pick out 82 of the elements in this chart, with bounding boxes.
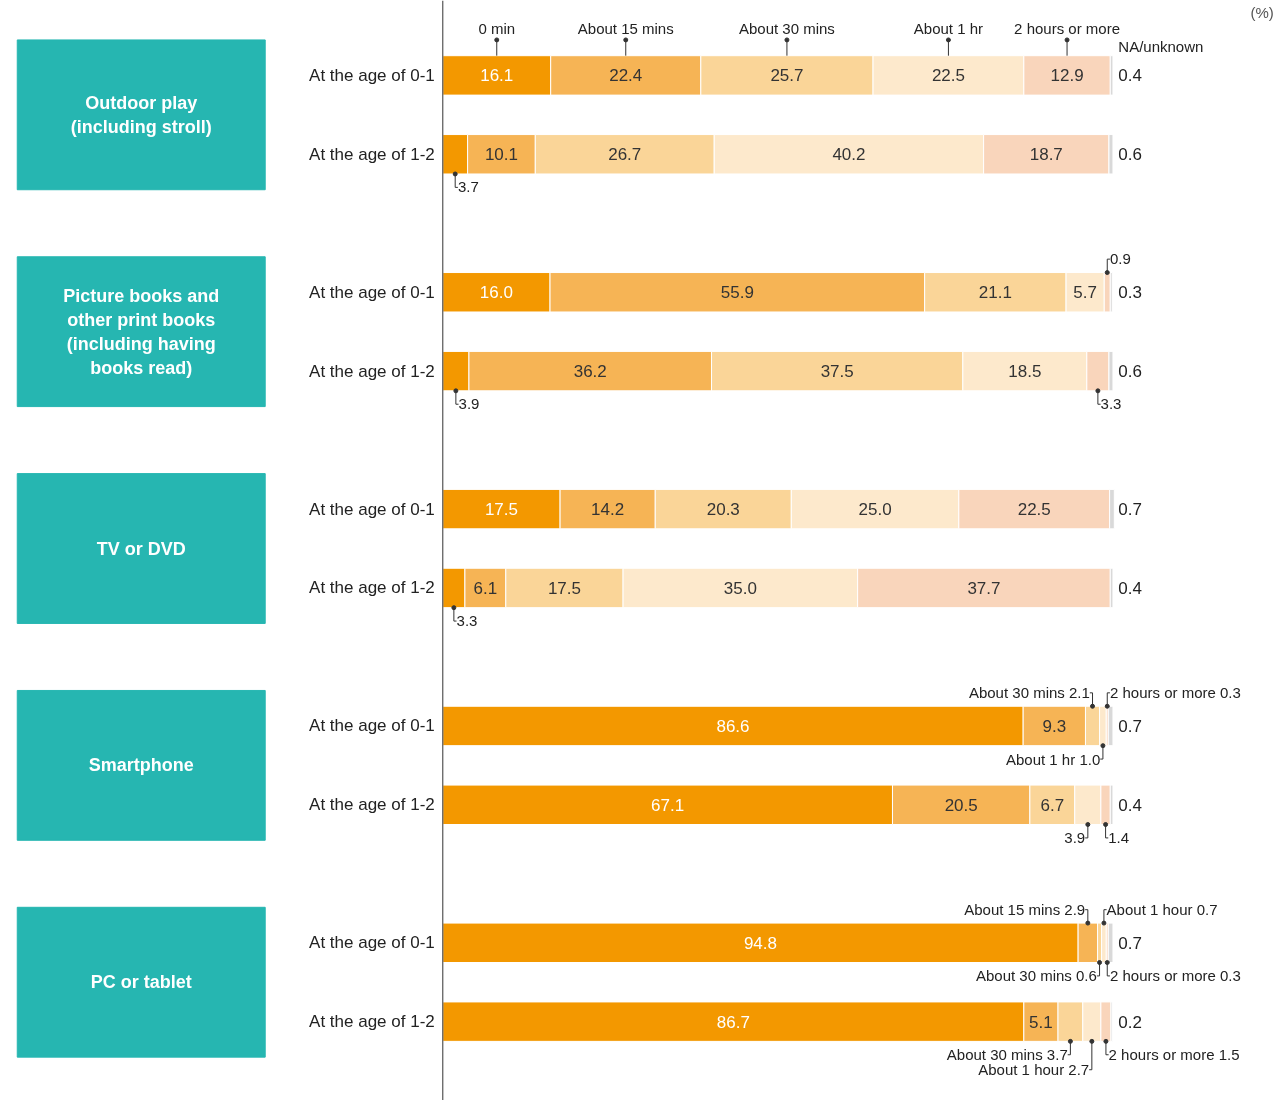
data-label: About 30 mins 3.7 xyxy=(946,1046,1068,1064)
y-tick-label: At the age of 1-2 xyxy=(309,1012,435,1032)
data-label: 5.7 xyxy=(1073,283,1097,303)
data-label: 17.5 xyxy=(484,500,518,520)
data-label: 0.7 xyxy=(1118,500,1142,520)
data-label: 16.0 xyxy=(479,283,513,303)
data-label: 14.2 xyxy=(591,500,625,520)
data-label: 6.1 xyxy=(473,578,498,598)
data-label: 18.7 xyxy=(1029,145,1063,165)
data-label: 2 hours or more 0.3 xyxy=(1109,967,1241,985)
data-label: 55.9 xyxy=(720,283,754,303)
y-tick-label: At the age of 0-1 xyxy=(309,716,435,736)
data-label: 3.3 xyxy=(456,612,478,630)
series-label: About 30 mins xyxy=(738,20,835,38)
data-label: About 30 mins 2.1 xyxy=(968,684,1090,702)
y-tick-label: At the age of 1-2 xyxy=(309,144,435,164)
data-label: 0.4 xyxy=(1118,795,1142,815)
data-label: 0.4 xyxy=(1118,66,1142,86)
data-label: 1.4 xyxy=(1108,828,1130,846)
y-tick-label: At the age of 1-2 xyxy=(309,578,435,598)
y-tick-label: At the age of 0-1 xyxy=(309,65,435,85)
data-label: About 15 mins 2.9 xyxy=(964,901,1086,919)
data-label: 0.6 xyxy=(1118,145,1142,165)
data-label: 22.5 xyxy=(931,66,965,86)
data-label: About 1 hour 2.7 xyxy=(978,1061,1090,1079)
data-label: 22.5 xyxy=(1017,500,1051,520)
y-tick-label: At the age of 0-1 xyxy=(309,282,435,302)
data-label: 3.9 xyxy=(458,395,480,413)
data-label: 37.5 xyxy=(820,362,854,382)
data-label: About 30 mins 0.6 xyxy=(975,967,1097,985)
series-label: 2 hours or more xyxy=(1014,20,1121,38)
data-label: About 1 hour 0.7 xyxy=(1106,901,1218,919)
data-label: 0.6 xyxy=(1118,362,1142,382)
data-label: 6.7 xyxy=(1040,795,1065,815)
text: Outdoor play (including stroll) xyxy=(70,92,212,137)
data-label: 3.9 xyxy=(1064,828,1086,846)
data-label: 3.7 xyxy=(457,178,479,196)
data-label: 0.7 xyxy=(1118,933,1142,953)
data-label: 36.2 xyxy=(573,362,607,382)
data-label: 0.4 xyxy=(1118,578,1142,598)
data-label: 16.1 xyxy=(480,66,514,86)
data-label: 25.7 xyxy=(770,66,804,86)
data-label: 40.2 xyxy=(832,145,866,165)
data-label: 17.5 xyxy=(547,578,581,598)
data-label: 9.3 xyxy=(1042,716,1067,736)
data-label: 26.7 xyxy=(608,145,642,165)
text: Picture books and other print books (including having books read) xyxy=(63,285,220,378)
data-label: 67.1 xyxy=(651,795,685,815)
data-label: 25.0 xyxy=(858,500,892,520)
data-label: 0.2 xyxy=(1118,1012,1142,1032)
data-label: 86.7 xyxy=(716,1012,750,1032)
text: TV or DVD xyxy=(96,538,186,559)
data-label: 12.9 xyxy=(1050,66,1084,86)
data-label: 37.7 xyxy=(967,578,1001,598)
y-tick-label: At the age of 0-1 xyxy=(309,933,435,953)
data-label: 86.6 xyxy=(716,716,750,736)
y-tick-label: At the age of 1-2 xyxy=(309,795,435,815)
data-label: 18.5 xyxy=(1008,362,1042,382)
data-label: 0.7 xyxy=(1118,716,1142,736)
series-label: NA/unknown xyxy=(1118,37,1204,55)
data-label: 35.0 xyxy=(723,578,757,598)
data-label: 3.3 xyxy=(1100,395,1122,413)
data-label: 21.1 xyxy=(978,283,1012,303)
y-tick-label: At the age of 1-2 xyxy=(309,361,435,381)
data-label: 5.1 xyxy=(1029,1012,1053,1032)
data-label: 10.1 xyxy=(484,145,518,165)
data-label: 2 hours or more 1.5 xyxy=(1108,1046,1240,1064)
data-label: 22.4 xyxy=(609,66,643,86)
data-label: 94.8 xyxy=(743,933,778,953)
text: Smartphone xyxy=(88,755,194,776)
data-label: 0.3 xyxy=(1118,283,1142,303)
data-label: 2 hours or more 0.3 xyxy=(1109,684,1241,702)
data-label: 20.5 xyxy=(944,795,978,815)
text: (%) xyxy=(1250,3,1274,21)
series-label: About 15 mins xyxy=(577,20,674,38)
data-label: 20.3 xyxy=(706,500,740,520)
series-label: About 1 hr xyxy=(913,20,984,38)
data-label: About 1 hr 1.0 xyxy=(1005,750,1101,768)
data-label: 0.9 xyxy=(1109,250,1131,268)
y-tick-label: At the age of 0-1 xyxy=(309,499,435,519)
series-label: 0 min xyxy=(478,20,516,38)
text: PC or tablet xyxy=(90,972,192,993)
